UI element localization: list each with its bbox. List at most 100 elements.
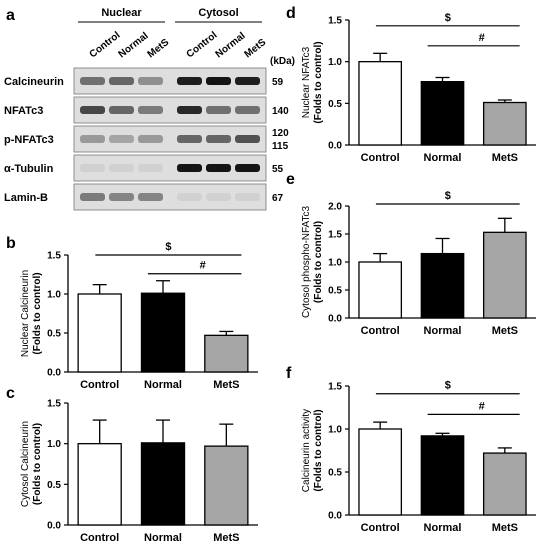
y-axis-label: (Folds to control) bbox=[32, 423, 43, 505]
blot-group-label: Cytosol bbox=[198, 7, 238, 19]
blot-band bbox=[206, 135, 231, 143]
y-axis-label: Calcineurin activity bbox=[301, 409, 312, 492]
y-tick-label: 0.0 bbox=[328, 314, 342, 325]
x-tick-label: MetS bbox=[492, 522, 518, 534]
blot-band bbox=[80, 164, 105, 172]
blot-band bbox=[138, 106, 163, 114]
bar bbox=[358, 61, 403, 146]
blot-band bbox=[206, 164, 231, 172]
x-tick-label: MetS bbox=[492, 325, 518, 337]
bar bbox=[358, 428, 403, 516]
y-tick-label: 1.0 bbox=[328, 57, 342, 68]
blot-band bbox=[177, 164, 202, 172]
x-tick-label: Control bbox=[361, 325, 400, 337]
bar bbox=[358, 261, 403, 319]
x-tick-label: MetS bbox=[213, 532, 239, 544]
blot-kda-label: 140 bbox=[272, 106, 289, 117]
y-tick-label: 1.5 bbox=[47, 399, 61, 410]
blot-strip bbox=[73, 183, 267, 211]
blot-band bbox=[138, 193, 163, 201]
blot-band bbox=[235, 164, 260, 172]
y-tick-label: 1.5 bbox=[328, 230, 342, 241]
blot-band bbox=[177, 106, 202, 114]
blot-protein-label: Lamin-B bbox=[4, 192, 48, 204]
blot-band bbox=[109, 193, 134, 201]
y-tick-label: 1.5 bbox=[328, 16, 342, 27]
blot-protein-label: p-NFATc3 bbox=[4, 134, 54, 146]
blot-band bbox=[109, 135, 134, 143]
blot-lane-label: MetS bbox=[243, 37, 269, 61]
blot-band bbox=[177, 193, 202, 201]
blot-band bbox=[177, 77, 202, 85]
significance-symbol: $ bbox=[445, 12, 451, 24]
panel-letter-b: b bbox=[6, 235, 16, 252]
bar bbox=[204, 445, 249, 526]
significance-symbol: # bbox=[479, 400, 485, 412]
significance-symbol: $ bbox=[445, 190, 451, 202]
y-tick-label: 0.0 bbox=[328, 511, 342, 522]
blot-kda-label: 67 bbox=[272, 193, 284, 204]
y-tick-label: 1.5 bbox=[328, 382, 342, 393]
significance-symbol: # bbox=[200, 260, 206, 272]
panel-letter-e: e bbox=[286, 171, 295, 188]
y-tick-label: 0.5 bbox=[47, 329, 61, 340]
bar-chart-panel-c: c 0.0 0.5 1.0 1.5 Cytosol Calcineurin (Folds t… bbox=[6, 385, 258, 544]
blot-band bbox=[138, 164, 163, 172]
blot-band bbox=[235, 193, 260, 201]
y-tick-label: 2.0 bbox=[328, 202, 342, 213]
x-tick-label: Control bbox=[361, 152, 400, 164]
blot-strip bbox=[73, 96, 267, 124]
significance-symbol: $ bbox=[165, 241, 171, 253]
blot-band bbox=[138, 77, 163, 85]
y-tick-label: 1.0 bbox=[328, 258, 342, 269]
blot-kda-label: 55 bbox=[272, 164, 284, 175]
bar bbox=[77, 443, 122, 526]
x-tick-label: Normal bbox=[424, 152, 462, 164]
bar bbox=[204, 334, 249, 373]
blot-band bbox=[235, 106, 260, 114]
x-tick-label: Control bbox=[361, 522, 400, 534]
y-tick-label: 0.5 bbox=[328, 286, 342, 297]
blot-band bbox=[109, 106, 134, 114]
blot-protein-label: Calcineurin bbox=[4, 76, 64, 88]
y-tick-label: 0.0 bbox=[328, 141, 342, 152]
blot-band bbox=[206, 77, 231, 85]
y-axis-label: (Folds to control) bbox=[32, 272, 43, 354]
bar-chart-panel-e: e 0.0 0.5 1.0 1.5 2.0 Cytosol phospho-NFATc3 (F… bbox=[286, 171, 536, 337]
y-tick-label: 1.0 bbox=[47, 439, 61, 450]
blot-unit-label: (kDa) bbox=[270, 56, 295, 67]
blot-kda-label: 59 bbox=[272, 77, 284, 88]
x-tick-label: Normal bbox=[144, 532, 182, 544]
y-tick-label: 0.5 bbox=[328, 99, 342, 110]
western-blot-panel: a NuclearControlNormalMetSCytosolControlN… bbox=[4, 7, 295, 211]
y-axis-label: (Folds to control) bbox=[313, 409, 324, 491]
panel-letter-a: a bbox=[6, 7, 15, 24]
bar bbox=[482, 452, 527, 516]
blot-band bbox=[138, 135, 163, 143]
blot-band bbox=[80, 106, 105, 114]
panel-letter-c: c bbox=[6, 385, 15, 402]
blot-band bbox=[206, 106, 231, 114]
blot-band bbox=[177, 135, 202, 143]
x-tick-label: Control bbox=[80, 379, 119, 391]
blot-kda-label: 120 bbox=[272, 128, 289, 139]
bar bbox=[482, 101, 527, 146]
blot-lane-label: Normal bbox=[214, 30, 248, 60]
panel-letter-d: d bbox=[286, 5, 296, 22]
blot-band bbox=[80, 77, 105, 85]
bar-chart-panel-f: f 0.0 0.5 1.0 1.5 Calcineurin activity (Folds … bbox=[286, 365, 536, 534]
blot-protein-label: α-Tubulin bbox=[4, 163, 54, 175]
blot-strip bbox=[73, 67, 267, 95]
bar-chart-panel-b: b 0.0 0.5 1.0 1.5 Nuclear Calcineurin (Folds t… bbox=[6, 235, 258, 391]
y-axis-label: Nuclear Calcineurin bbox=[20, 270, 31, 357]
x-tick-label: Normal bbox=[144, 379, 182, 391]
blot-band bbox=[235, 135, 260, 143]
blot-lane-label: MetS bbox=[146, 37, 172, 61]
blot-band bbox=[80, 135, 105, 143]
y-tick-label: 0.0 bbox=[47, 521, 61, 532]
blot-lane-label: Control bbox=[88, 30, 123, 61]
blot-group-label: Nuclear bbox=[101, 7, 142, 19]
y-tick-label: 0.0 bbox=[47, 368, 61, 379]
y-axis-label: (Folds to control) bbox=[313, 41, 324, 123]
